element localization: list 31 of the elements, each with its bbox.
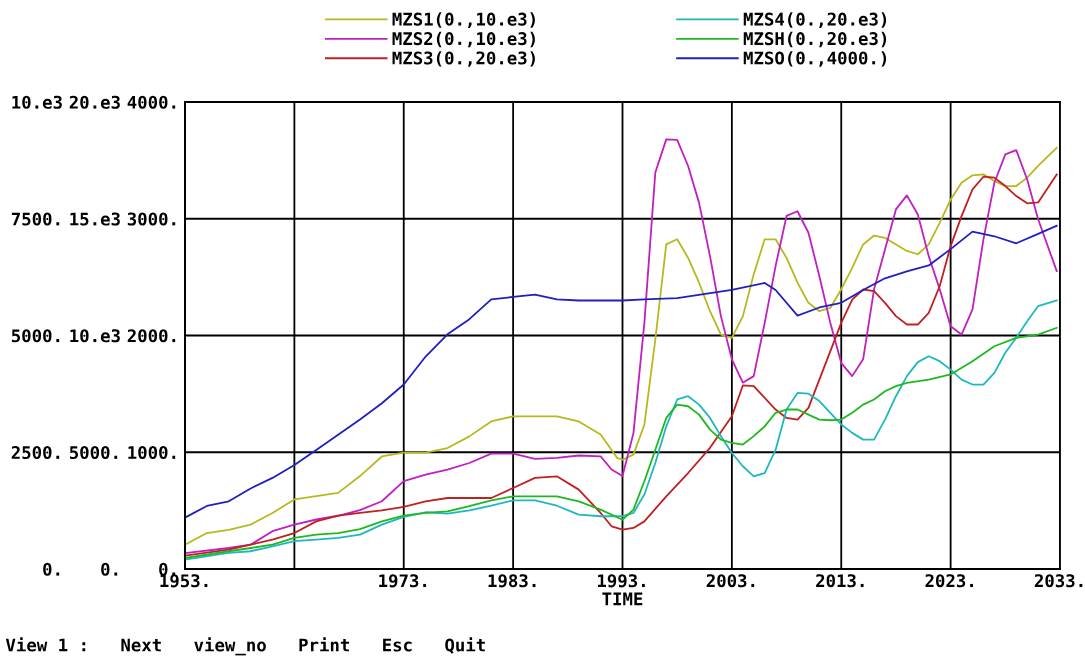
y2-tick-label: 0. [101,562,118,576]
y2-tick-label: 10.e3 [70,329,120,343]
x-tick-label: 2003. [706,574,755,588]
x-tick-label: 2033. [1034,574,1083,588]
y-tick-label: 5000. [11,329,60,343]
y3-tick-label: 3000. [127,212,176,226]
x-tick-label: 1993. [597,574,645,588]
text: View 1 : Next view_no Print Esc Quit [5,637,485,656]
legend-label: MZS4(0.,20.e3) [743,12,887,28]
y-tick-label: 7500. [11,212,60,226]
y2-tick-label: 20.e3 [69,95,120,109]
legend-label: MZS1(0.,10.e3) [392,12,535,28]
y2-tick-label: 15.e3 [70,212,120,226]
y3-tick-label: 4000. [127,95,176,109]
x-axis-title: TIME [602,592,643,606]
line-series [185,224,1058,519]
legend-label: MZSH(0.,20.e3) [743,31,887,48]
x-tick-label: 1953. [160,574,208,588]
legend-label: MZS3(0.,20.e3) [392,51,535,67]
x-tick-label: 2023. [925,574,973,588]
y-tick-label: 2500. [11,445,60,460]
x-tick-label: 1973. [379,574,427,588]
y-tick-label: 10.e3 [12,95,62,109]
y3-tick-label: 1000. [128,445,176,460]
y-tick-label: 0. [43,562,60,576]
x-tick-label: 1983. [488,574,536,588]
legend-label: MZS2(0.,10.e3) [392,31,535,48]
legend-label: MZSO(0.,4000.) [743,51,887,67]
y2-tick-label: 5000. [69,445,118,460]
y3-tick-label: 2000. [127,329,176,343]
x-tick-label: 2013. [816,574,864,588]
